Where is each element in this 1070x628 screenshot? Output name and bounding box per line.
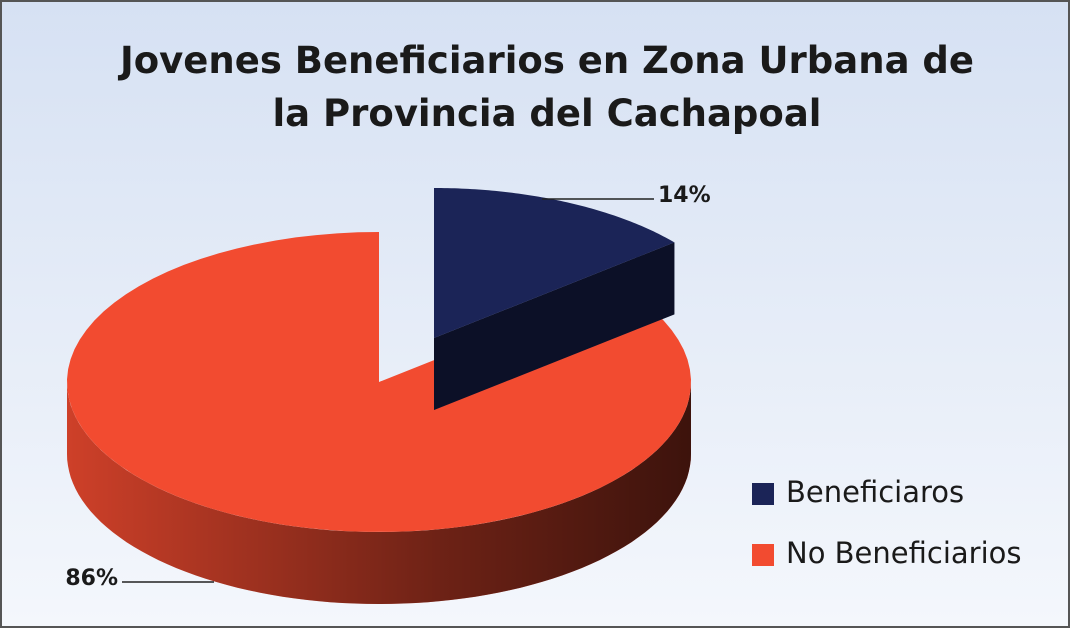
slice (434, 188, 675, 338)
slice-side-shade (67, 382, 691, 604)
data-label: 14% (658, 183, 711, 208)
slice-face-shade (434, 242, 675, 410)
legend-swatch (752, 544, 774, 566)
legend-swatch (752, 483, 774, 505)
chart-title: Jovenes Beneficiarios en Zona Urbana de … (120, 39, 974, 135)
legend-label: Beneficiaros (786, 475, 964, 509)
legend-label: No Beneficiarios (786, 536, 1021, 570)
slice (67, 232, 691, 532)
data-label: 86% (65, 566, 118, 591)
